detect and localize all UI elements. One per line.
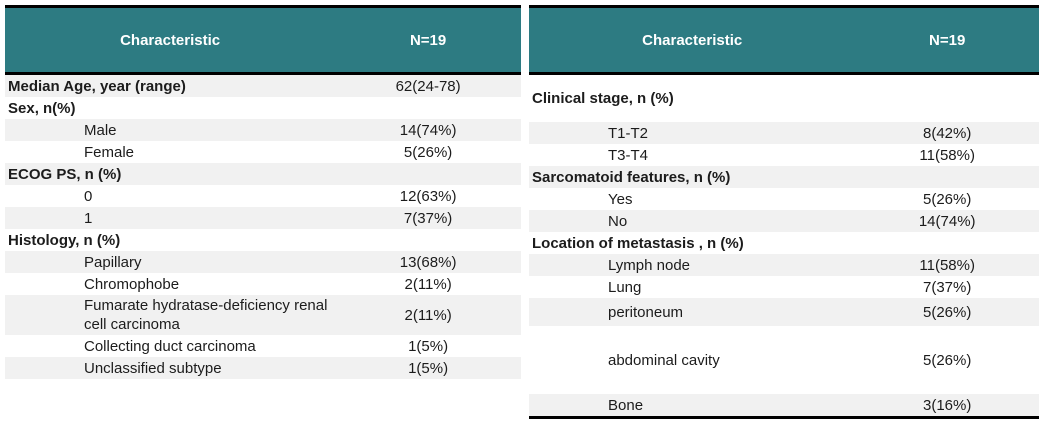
table-row: Male 14(74%) xyxy=(5,119,521,141)
row-label: peritoneum xyxy=(608,303,684,321)
table-row: Papillary 13(68%) xyxy=(5,251,521,273)
row-label: Bone xyxy=(608,396,644,414)
table-row: 1 7(37%) xyxy=(5,207,521,229)
row-label: 0 xyxy=(84,187,93,205)
column-header-characteristic: Characteristic xyxy=(642,31,743,49)
row-label: Histology, n (%) xyxy=(8,231,121,249)
row-value: 62(24-78) xyxy=(395,77,461,95)
column-header-n: N=19 xyxy=(409,31,447,49)
table-row: Fumarate hydratase-deficiency renal cell… xyxy=(5,295,521,335)
row-label: Clinical stage, n (%) xyxy=(532,90,674,107)
row-value: 7(37%) xyxy=(403,209,453,227)
row-label: No xyxy=(608,212,628,230)
row-label: 1 xyxy=(84,209,93,227)
table-header-row: Characteristic N=19 xyxy=(529,5,1039,75)
row-value: 1(5%) xyxy=(408,359,449,377)
row-value: 1(5%) xyxy=(408,337,449,355)
row-value: 3(16%) xyxy=(923,396,972,414)
table-header-row: Characteristic N=19 xyxy=(5,5,521,75)
table-row: Female 5(26%) xyxy=(5,141,521,163)
table-row: Yes 5(26%) xyxy=(529,188,1039,210)
table-row: Median Age, year (range) 62(24-78) xyxy=(5,75,521,97)
table-row: ECOG PS, n (%) xyxy=(5,163,521,185)
row-label: T3-T4 xyxy=(608,146,649,164)
row-label: Chromophobe xyxy=(84,275,180,293)
table-row: Unclassified subtype 1(5%) xyxy=(5,357,521,379)
table-row: Sarcomatoid features, n (%) xyxy=(529,166,1039,188)
row-label: Sex, n(%) xyxy=(8,99,76,117)
row-value: 11(58%) xyxy=(919,146,975,164)
table-row: No 14(74%) xyxy=(529,210,1039,232)
row-label: Female xyxy=(84,143,135,161)
row-value: 5(26%) xyxy=(923,351,972,369)
row-value: 2(11%) xyxy=(404,306,452,324)
table-row: abdominal cavity 5(26%) xyxy=(529,326,1039,394)
row-value: 13(68%) xyxy=(399,253,457,271)
row-value: 11(58%) xyxy=(919,256,975,274)
row-value: 7(37%) xyxy=(923,278,972,296)
column-header-characteristic: Characteristic xyxy=(120,31,221,49)
row-label: abdominal cavity xyxy=(608,351,720,369)
row-value: 12(63%) xyxy=(399,187,457,205)
row-label: Lymph node xyxy=(608,256,691,274)
row-label: Male xyxy=(84,121,117,139)
row-label: Papillary xyxy=(84,253,142,271)
table-row: T1-T2 8(42%) xyxy=(529,122,1039,144)
table-row: peritoneum 5(26%) xyxy=(529,298,1039,326)
row-label: Median Age, year (range) xyxy=(8,77,186,95)
table-row: Histology, n (%) xyxy=(5,229,521,251)
row-label: Location of metastasis , n (%) xyxy=(532,234,744,252)
row-label: ECOG PS, n (%) xyxy=(8,165,122,183)
row-value: 8(42%) xyxy=(923,124,972,142)
column-header-n: N=19 xyxy=(929,31,966,49)
row-label: Lung xyxy=(608,278,642,296)
row-value: 5(26%) xyxy=(923,190,972,208)
table-clinical-characteristics: Characteristic N=19 Clinical stage, n (%) T… xyxy=(529,5,1039,419)
row-label: Unclassified subtype xyxy=(84,359,222,377)
table-row: Chromophobe 2(11%) xyxy=(5,273,521,295)
table-row: T3-T4 11(58%) xyxy=(529,144,1039,166)
row-label: Sarcomatoid features, n (%) xyxy=(532,168,731,186)
table-row: Lung 7(37%) xyxy=(529,276,1039,298)
row-label: Fumarate hydratase-deficiency renal cell… xyxy=(84,297,328,333)
row-label: T1-T2 xyxy=(608,124,649,142)
row-value: 2(11%) xyxy=(404,275,452,293)
row-label: Yes xyxy=(608,190,633,208)
table-row: Sex, n(%) xyxy=(5,97,521,119)
row-value: 14(74%) xyxy=(399,121,457,139)
table-row: 0 12(63%) xyxy=(5,185,521,207)
row-value: 14(74%) xyxy=(918,212,976,230)
row-value: 5(26%) xyxy=(923,303,972,321)
row-value: 5(26%) xyxy=(403,143,453,161)
table-patient-demographics: Characteristic N=19 Median Age, year (rang… xyxy=(5,5,521,379)
table-row: Bone 3(16%) xyxy=(529,394,1039,416)
row-label: Collecting duct carcinoma xyxy=(84,337,256,355)
table-row: Lymph node 11(58%) xyxy=(529,254,1039,276)
table-row: Clinical stage, n (%) xyxy=(529,75,1039,122)
table-row: Location of metastasis , n (%) xyxy=(529,232,1039,254)
table-row: Collecting duct carcinoma 1(5%) xyxy=(5,335,521,357)
